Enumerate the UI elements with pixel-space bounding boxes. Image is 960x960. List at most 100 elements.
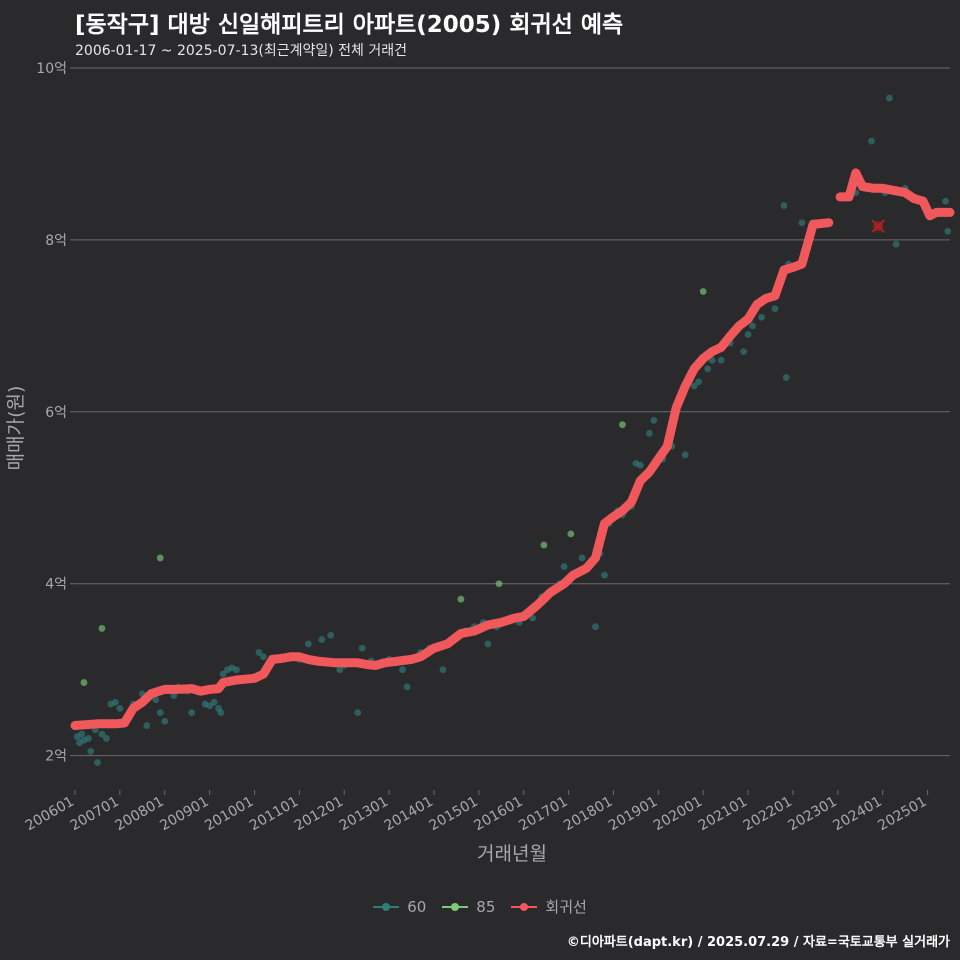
- data-point-60: [85, 735, 92, 742]
- x-tick-label: 200701: [68, 794, 122, 835]
- data-point-60: [94, 759, 101, 766]
- data-point-60: [260, 653, 267, 661]
- data-point-60: [578, 554, 586, 562]
- x-tick-label: 201901: [606, 794, 660, 835]
- x-tick-label: 200901: [157, 794, 211, 835]
- data-point-60: [143, 722, 151, 729]
- x-tick-label: 202401: [830, 794, 884, 835]
- data-point-60: [156, 709, 164, 717]
- data-point-60: [798, 219, 806, 227]
- x-tick-label: 202101: [696, 794, 750, 835]
- x-tick-label: 202201: [741, 794, 795, 835]
- data-point-60: [944, 227, 952, 235]
- data-point-60: [782, 374, 790, 381]
- data-point-60: [111, 698, 119, 706]
- data-point-60: [592, 623, 599, 631]
- y-axis-title: 매매가(원): [5, 386, 27, 471]
- chart-title: [동작구] 대방 신일해피트리 아파트(2005) 회귀선 예측: [75, 12, 624, 38]
- x-tick-label: 201601: [471, 794, 525, 835]
- x-tick-label: 201801: [561, 794, 615, 835]
- footer-credit: ©디아파트(dapt.kr) / 2025.07.29 / 자료=국토교통부 실…: [566, 935, 950, 950]
- x-tick-label: 201501: [427, 794, 481, 835]
- data-point-85: [699, 288, 707, 295]
- x-tick-label: 200801: [112, 794, 166, 835]
- x-tick-label: 201301: [337, 794, 391, 835]
- legend-label: 85: [476, 897, 496, 916]
- data-point-60: [484, 640, 492, 648]
- data-point-60: [758, 313, 765, 321]
- data-point-85: [540, 541, 548, 549]
- data-point-60: [868, 137, 875, 145]
- x-tick-label: 201401: [382, 794, 436, 835]
- data-point-60: [399, 666, 406, 674]
- data-point-60: [529, 614, 537, 622]
- regression-line: [70, 218, 834, 730]
- y-tick-label: 8억: [45, 233, 67, 249]
- x-tick-label: 202301: [786, 794, 840, 835]
- x-tick-label: 201701: [516, 794, 570, 835]
- data-point-60: [744, 331, 752, 338]
- x-tick-label: 201201: [292, 794, 346, 835]
- legend-item-85: 85: [442, 898, 495, 916]
- data-point-60: [771, 305, 779, 313]
- data-point-60: [98, 730, 106, 738]
- legend-dot: [382, 902, 391, 911]
- legend-dot: [520, 902, 529, 911]
- data-point-60: [318, 636, 326, 643]
- data-point-60: [116, 704, 124, 712]
- data-point-60: [188, 709, 196, 717]
- legend-label: 회귀선: [545, 898, 587, 916]
- data-point-60: [217, 709, 225, 717]
- data-point-85: [98, 625, 106, 632]
- data-point-60: [304, 640, 312, 648]
- y-tick-label: 2억: [45, 749, 67, 765]
- data-point-60: [103, 735, 110, 742]
- data-point-60: [717, 356, 725, 364]
- x-tick-label: 200601: [23, 794, 77, 835]
- y-tick-label: 6억: [45, 405, 67, 421]
- data-point-60: [601, 571, 608, 579]
- data-point-60: [358, 644, 366, 652]
- data-point-60: [780, 202, 788, 209]
- data-point-60: [233, 666, 240, 674]
- data-point-85: [156, 554, 164, 562]
- data-point-60: [87, 747, 95, 755]
- legend: 60 85 회귀선: [0, 896, 960, 917]
- data-point-60: [327, 631, 335, 639]
- legend-item-60: 60: [373, 898, 426, 916]
- data-point-60: [740, 348, 747, 356]
- data-point-85: [80, 679, 88, 686]
- data-point-85: [619, 421, 626, 429]
- data-point-60: [210, 698, 218, 706]
- y-tick-label: 4억: [45, 577, 67, 593]
- data-point-60: [255, 649, 263, 656]
- data-point-60: [403, 683, 411, 691]
- data-point-60: [439, 666, 447, 674]
- data-point-60: [749, 322, 756, 330]
- chart-subtitle: 2006-01-17 ~ 2025-07-13(최근계약일) 전체 거래건: [75, 43, 407, 59]
- data-point-60: [695, 378, 703, 386]
- regression-line-recent: [835, 168, 955, 221]
- data-point-85: [495, 580, 503, 588]
- data-point-60: [152, 696, 160, 704]
- y-tick-label: 10억: [36, 61, 67, 77]
- legend-key-icon: [442, 900, 469, 914]
- data-point-60: [942, 197, 949, 205]
- data-point-60: [892, 240, 900, 248]
- x-tick-label: 202001: [651, 794, 705, 835]
- data-point-60: [636, 461, 644, 469]
- legend-label: 60: [407, 897, 427, 916]
- x-tick-label: 201001: [202, 794, 256, 835]
- data-point-60: [560, 563, 568, 570]
- legend-key-icon: [511, 900, 538, 914]
- data-point-60: [78, 730, 86, 738]
- data-point-85: [567, 530, 575, 538]
- x-axis-title: 거래년월: [477, 843, 547, 865]
- legend-dot: [451, 902, 460, 911]
- legend-item-회귀선: 회귀선: [511, 896, 587, 917]
- data-point-60: [645, 429, 653, 437]
- data-point-85: [457, 595, 465, 603]
- data-point-60: [886, 94, 893, 102]
- x-tick-label: 201101: [247, 794, 301, 835]
